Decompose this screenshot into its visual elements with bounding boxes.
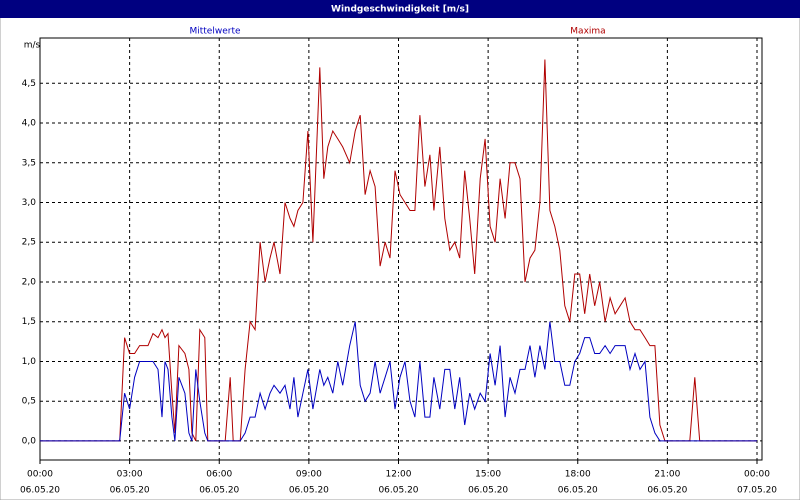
x-tick-date: 06.05.20 [199,486,239,496]
legend-label: Mittelwerte [189,27,240,37]
x-tick-label: 18:00 [565,470,591,480]
y-tick-label: 4,5 [22,79,36,89]
chart-title: Windgeschwindigkeit [m/s] [331,5,469,15]
x-tick-date: 06.05.20 [289,486,329,496]
x-tick-label: 06:00 [206,470,232,480]
plot-frame [39,37,763,461]
x-tick-date: 06.05.20 [647,486,687,496]
x-tick-label: 09:00 [296,470,322,480]
x-tick-label: 21:00 [654,470,680,480]
series-line [40,59,757,442]
y-tick-label: 0,5 [22,397,36,407]
x-tick-label: 03:00 [117,470,143,480]
y-tick-label: 1,0 [22,357,37,367]
x-tick-label: 00:00 [744,470,770,480]
legend-label: Maxima [570,27,605,37]
title-bar [0,0,800,18]
y-tick-label: 0,0 [22,436,37,446]
series-line [40,321,757,442]
x-tick-date: 06.05.20 [558,486,598,496]
y-axis-label: m/s [24,41,41,51]
x-tick-date: 06.05.20 [378,486,418,496]
y-tick-label: 2,0 [22,277,37,287]
x-tick-date: 06.05.20 [110,486,150,496]
x-tick-date: 06.05.20 [20,486,60,496]
y-tick-label: 4,0 [22,119,37,129]
x-tick-label: 15:00 [475,470,501,480]
x-tick-date: 07.05.20 [737,486,777,496]
y-tick-label: 3,5 [22,158,36,168]
y-tick-label: 3,0 [22,198,37,208]
x-tick-label: 00:00 [27,470,53,480]
y-tick-label: 1,5 [22,317,36,327]
y-tick-label: 2,5 [22,238,36,248]
x-tick-date: 06.05.20 [468,486,508,496]
x-tick-label: 12:00 [386,470,412,480]
